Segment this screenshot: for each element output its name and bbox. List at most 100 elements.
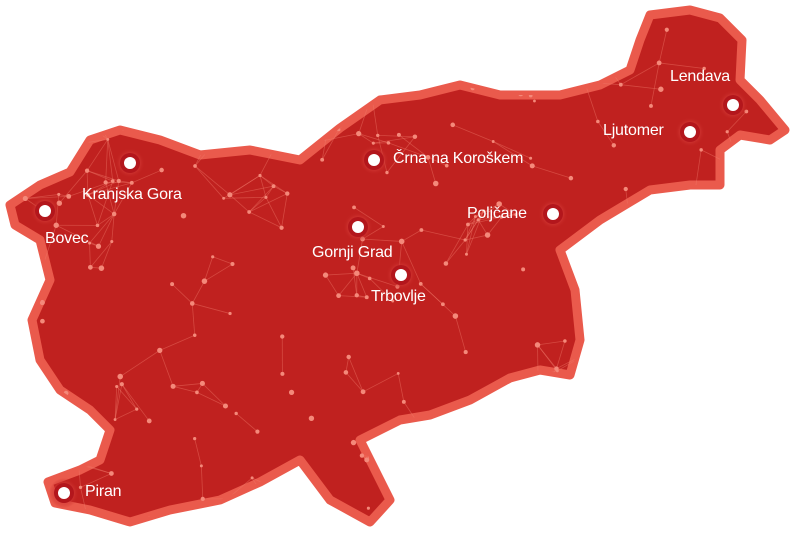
network-node [649,104,653,108]
network-link [421,229,466,241]
network-link [32,392,67,417]
city-label: Ljutomer [603,122,664,139]
network-node [40,318,45,324]
network-link [393,41,431,63]
network-node [440,302,445,307]
network-node [288,389,295,396]
network-link [477,219,488,236]
network-node [110,239,114,244]
network-link [265,185,274,198]
network-node [492,56,497,62]
network-node [257,24,262,28]
network-node [320,157,325,162]
network-node [656,60,662,66]
network-link [487,216,502,236]
network-node [84,168,90,173]
network-link [281,193,288,228]
network-node [697,303,702,307]
network-link [483,210,516,216]
network-link [81,25,84,50]
network-node [228,311,232,316]
network-link [308,53,355,62]
network-node [230,262,235,267]
network-link [114,408,137,420]
network-link [86,170,89,195]
network-link [484,58,495,76]
network-node [444,163,449,168]
city-label: Kranjska Gora [82,186,182,203]
city-marker-2[interactable] [359,145,389,175]
network-node [426,437,430,441]
network-node [308,415,315,421]
network-node [211,255,215,259]
network-link [338,295,367,298]
network-node [354,293,359,298]
city-marker-5[interactable] [30,196,60,226]
network-node [391,60,396,65]
map-pin-icon [352,221,364,233]
network-link [325,274,339,296]
network-node [517,52,522,56]
network-link [429,477,435,520]
network-node [396,371,400,375]
network-link [147,33,155,41]
network-link [84,87,87,99]
network-link [434,506,468,521]
network-node [227,192,233,198]
network-link [326,58,356,71]
network-link [144,15,155,41]
network-link [248,185,274,213]
city-marker-4[interactable] [115,148,145,178]
city-marker-0[interactable] [718,90,748,120]
network-link [355,58,363,62]
network-node [170,383,176,389]
network-node [324,68,329,73]
network-node [432,517,437,522]
network-node [279,225,284,230]
network-node [103,180,108,185]
network-node [159,167,164,173]
network-node [247,210,251,214]
network-link [487,18,518,48]
network-node [496,201,502,207]
network-node [756,295,762,301]
network-node [398,238,405,245]
network-node [351,50,358,57]
network-link [466,210,485,255]
network-node [529,163,535,169]
network-node [360,389,366,395]
network-link [466,216,476,255]
network-node [346,354,351,360]
network-link [620,375,649,395]
city-marker-1[interactable] [675,117,705,147]
network-node [280,334,285,339]
network-node [739,167,744,172]
network-link [475,203,500,218]
network-node [20,511,26,517]
network-node [88,241,91,245]
network-node [325,126,330,131]
network-link [194,438,202,466]
city-marker-3[interactable] [538,199,568,229]
network-link [87,180,113,196]
network-node [193,164,197,168]
network-node [425,154,431,160]
city-marker-8[interactable] [49,478,79,508]
network-link [202,383,226,407]
network-link [397,373,405,402]
city-marker-7[interactable] [386,260,416,290]
network-link [649,508,673,518]
network-link [87,182,132,196]
network-node [716,328,722,334]
network-node [418,281,423,286]
network-link [194,165,231,196]
network-node [589,412,592,416]
network-link [587,341,621,377]
city-marker-6[interactable] [343,212,373,242]
city-label: Bovec [45,230,89,247]
network-link [690,360,710,384]
network-node [151,38,157,43]
network-node [336,293,342,299]
network-node [98,265,105,271]
network-link [352,267,358,296]
